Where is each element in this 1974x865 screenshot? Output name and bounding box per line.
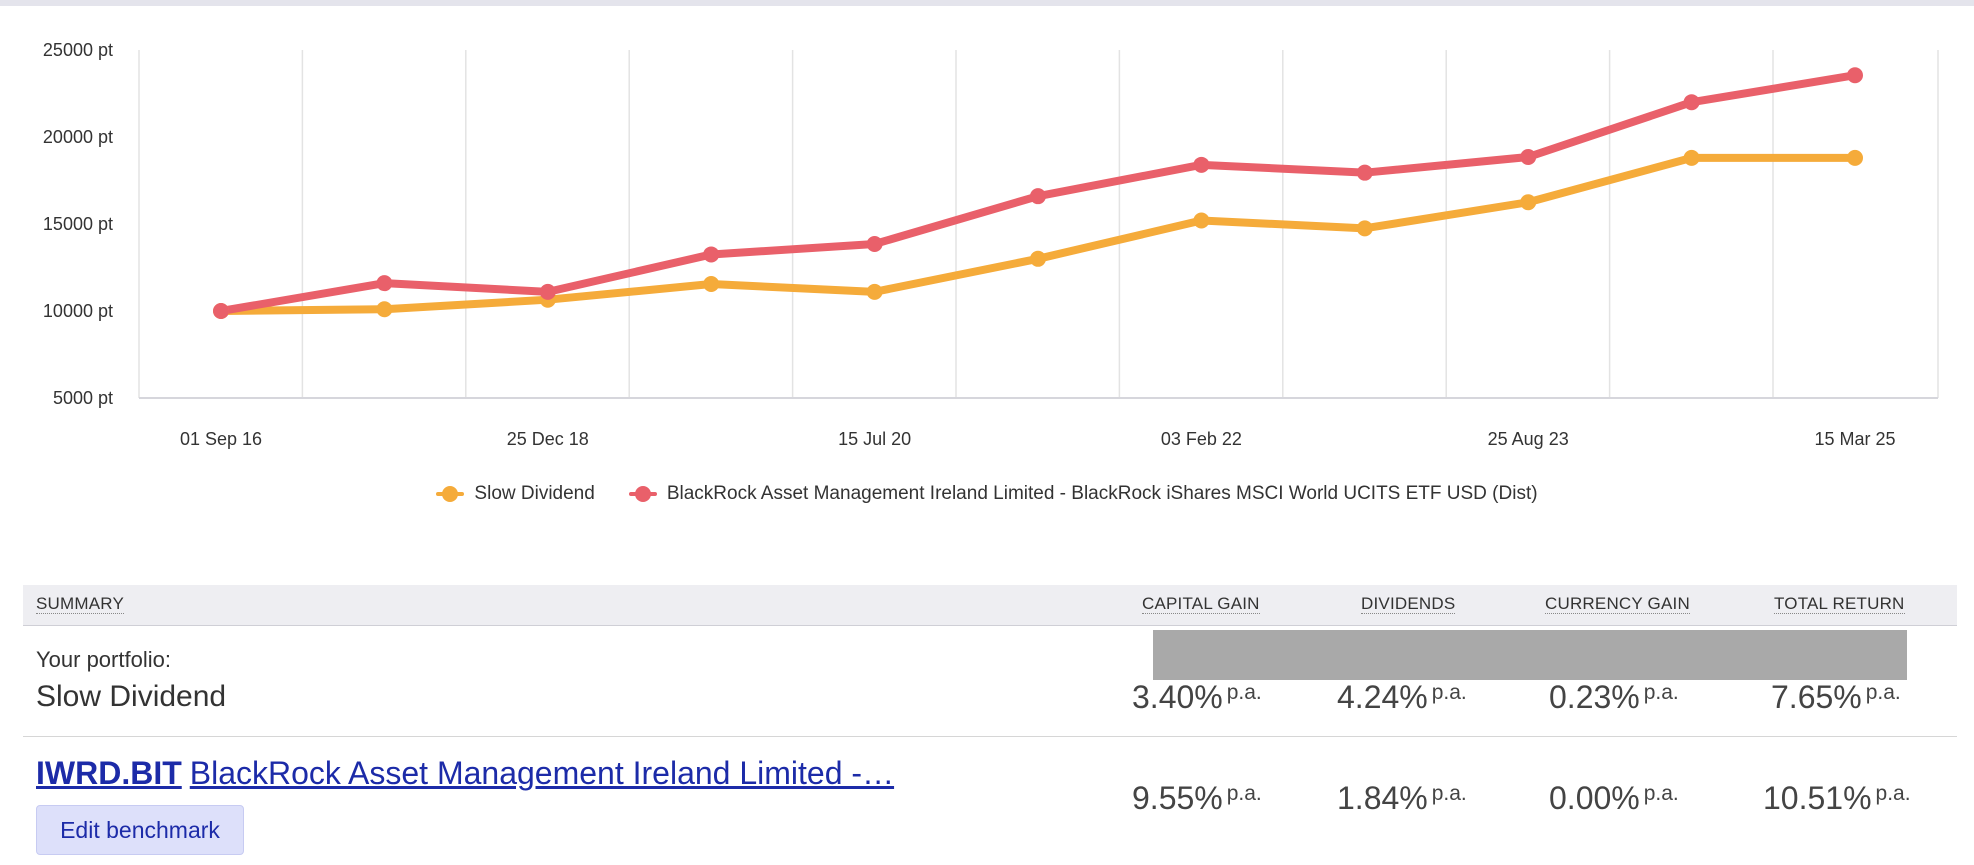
data-point-benchmark[interactable] [1356,164,1373,181]
data-point-slow-dividend[interactable] [1356,220,1373,237]
portfolio-row: Your portfolio: Slow Dividend 3.40% p.a. … [23,626,1957,737]
x-tick-label: 01 Sep 16 [180,429,262,449]
portfolio-dividends: 4.24% p.a. [1337,679,1467,715]
legend-item-benchmark[interactable]: BlackRock Asset Management Ireland Limit… [628,483,1538,505]
data-point-benchmark[interactable] [1847,67,1863,84]
benchmark-title: IWRD.BIT BlackRock Asset Management Irela… [36,755,894,792]
legend-swatch-slow-dividend [436,486,465,502]
header-dividends[interactable]: DIVIDENDS [1361,594,1456,614]
redaction-box [1153,630,1907,680]
data-point-slow-dividend[interactable] [1683,149,1700,166]
benchmark-ticker-link[interactable]: IWRD.BIT [36,755,182,791]
data-point-benchmark[interactable] [1683,94,1700,111]
x-tick-label: 15 Mar 25 [1814,429,1895,449]
x-tick-label: 15 Jul 20 [838,429,911,449]
header-currency-gain[interactable]: CURRENCY GAIN [1545,594,1690,614]
legend-item-slow-dividend[interactable]: Slow Dividend [436,483,595,505]
x-tick-label: 25 Aug 23 [1488,429,1569,449]
data-point-benchmark[interactable] [866,236,883,253]
portfolio-label: Your portfolio: [36,647,171,672]
benchmark-capital-gain: 9.55% p.a. [1132,780,1262,816]
data-point-benchmark[interactable] [1520,149,1537,166]
legend-label: BlackRock Asset Management Ireland Limit… [666,483,1538,504]
legend-label: Slow Dividend [474,483,595,504]
benchmark-name-link[interactable]: BlackRock Asset Management Ireland Limit… [189,755,895,791]
data-point-benchmark[interactable] [376,275,393,292]
y-tick-label: 25000 pt [43,40,113,60]
data-point-benchmark[interactable] [213,303,229,319]
benchmark-row: IWRD.BIT BlackRock Asset Management Irela… [23,737,1957,865]
y-tick-label: 20000 pt [43,127,113,147]
y-tick-label: 15000 pt [43,214,113,234]
portfolio-currency-gain: 0.23% p.a. [1549,679,1679,715]
benchmark-currency-gain: 0.00% p.a. [1549,780,1679,816]
top-border [0,0,1974,6]
portfolio-capital-gain: 3.40% p.a. [1132,679,1262,715]
y-tick-label: 5000 pt [53,388,113,408]
data-point-benchmark[interactable] [1030,188,1046,205]
data-point-slow-dividend[interactable] [1030,250,1046,267]
data-point-slow-dividend[interactable] [866,283,883,300]
portfolio-total-return: 7.65% p.a. [1771,679,1901,715]
portfolio-name: Slow Dividend [36,680,227,713]
legend-swatch-benchmark [628,486,657,502]
summary-table: SUMMARY CAPITAL GAIN DIVIDENDS CURRENCY … [23,585,1957,864]
header-total-return[interactable]: TOTAL RETURN [1774,594,1905,614]
benchmark-total-return: 10.51% p.a. [1763,780,1911,816]
data-point-slow-dividend[interactable] [703,276,720,293]
data-point-benchmark[interactable] [703,246,720,263]
data-point-benchmark[interactable] [539,283,556,300]
edit-benchmark-button[interactable]: Edit benchmark [36,805,244,855]
x-tick-label: 03 Feb 22 [1161,429,1242,449]
chart-legend: Slow Dividend BlackRock Asset Management… [0,481,1974,507]
data-point-benchmark[interactable] [1193,156,1210,173]
header-summary[interactable]: SUMMARY [36,594,124,614]
header-capital-gain[interactable]: CAPITAL GAIN [1142,594,1260,614]
x-tick-label: 25 Dec 18 [507,429,589,449]
data-point-slow-dividend[interactable] [1847,149,1863,166]
y-tick-label: 10000 pt [43,301,113,321]
benchmark-dividends: 1.84% p.a. [1337,780,1467,816]
data-point-slow-dividend[interactable] [376,301,393,318]
summary-header: SUMMARY CAPITAL GAIN DIVIDENDS CURRENCY … [23,585,1957,626]
data-point-slow-dividend[interactable] [1193,212,1210,229]
data-point-slow-dividend[interactable] [1520,194,1537,211]
